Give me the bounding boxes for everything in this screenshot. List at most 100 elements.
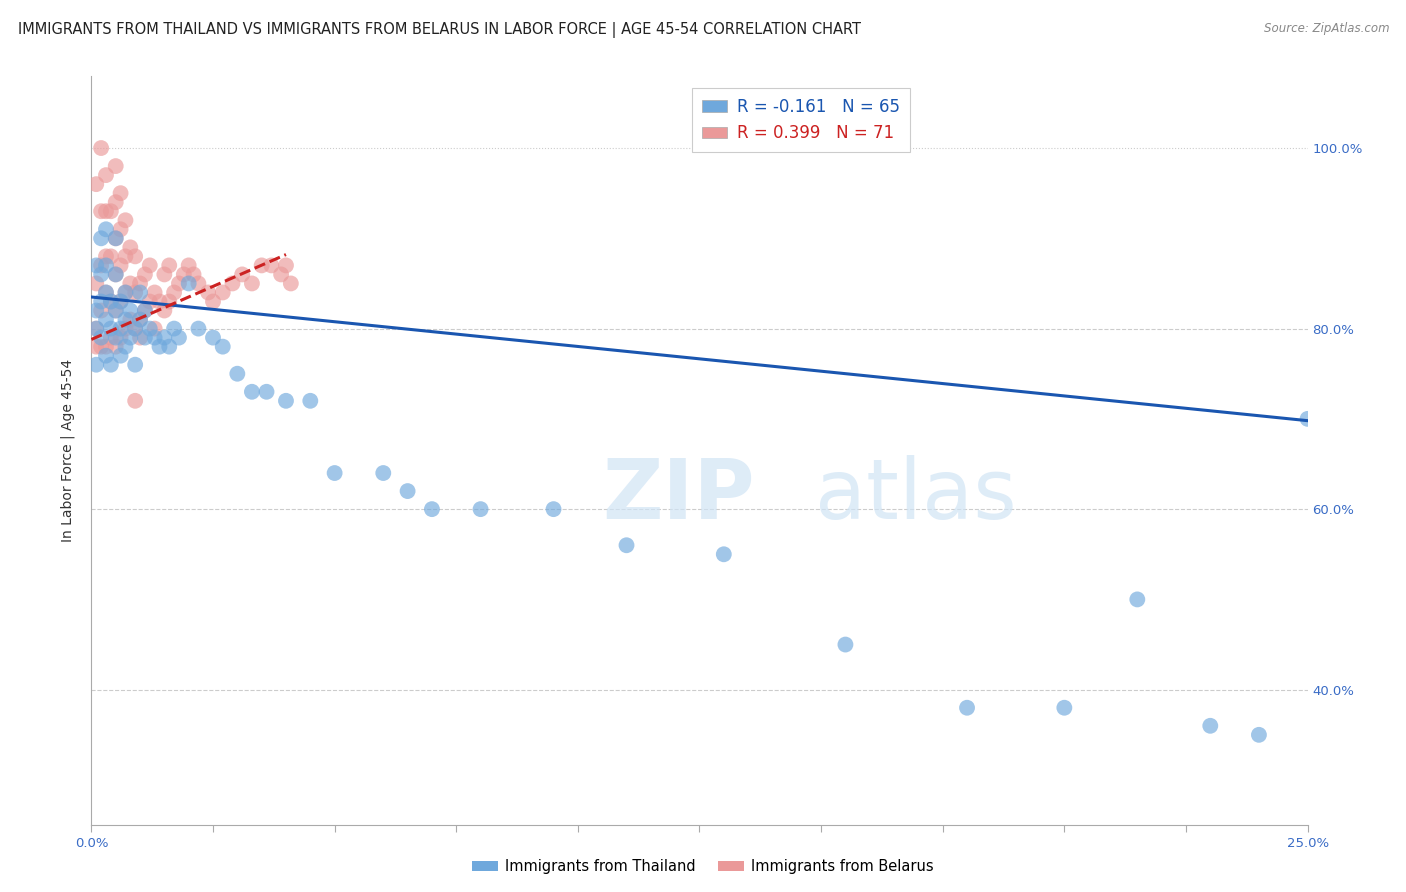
Point bbox=[110, 259, 132, 273]
Point bbox=[834, 638, 856, 652]
Point bbox=[211, 340, 233, 354]
Point bbox=[120, 303, 142, 318]
Point bbox=[129, 312, 152, 326]
Point bbox=[84, 277, 107, 291]
Point bbox=[129, 312, 152, 326]
Point bbox=[143, 285, 166, 300]
Point bbox=[153, 330, 176, 344]
Point bbox=[94, 204, 117, 219]
Point bbox=[231, 268, 253, 282]
Point bbox=[177, 277, 200, 291]
Point bbox=[94, 285, 117, 300]
Point bbox=[84, 177, 107, 191]
Point bbox=[157, 340, 180, 354]
Point bbox=[100, 294, 122, 309]
Point bbox=[90, 294, 112, 309]
Point bbox=[274, 259, 297, 273]
Point bbox=[104, 268, 127, 282]
Point bbox=[139, 259, 162, 273]
Point bbox=[226, 367, 249, 381]
Point bbox=[124, 393, 146, 408]
Point bbox=[120, 277, 142, 291]
Point bbox=[143, 330, 166, 344]
Point bbox=[94, 285, 117, 300]
Point bbox=[177, 259, 200, 273]
Point bbox=[90, 268, 112, 282]
Point bbox=[104, 268, 127, 282]
Point bbox=[94, 222, 117, 236]
Point bbox=[94, 249, 117, 263]
Point bbox=[148, 294, 170, 309]
Legend: Immigrants from Thailand, Immigrants from Belarus: Immigrants from Thailand, Immigrants fro… bbox=[465, 854, 941, 880]
Point bbox=[84, 321, 107, 335]
Point bbox=[139, 321, 162, 335]
Point bbox=[104, 159, 127, 173]
Text: ZIP: ZIP bbox=[602, 455, 755, 536]
Point bbox=[250, 259, 273, 273]
Point bbox=[129, 330, 152, 344]
Point bbox=[124, 285, 146, 300]
Point bbox=[470, 502, 492, 516]
Point bbox=[100, 204, 122, 219]
Point bbox=[84, 321, 107, 335]
Point bbox=[104, 340, 127, 354]
Point bbox=[183, 268, 205, 282]
Point bbox=[134, 303, 156, 318]
Point bbox=[84, 358, 107, 372]
Point bbox=[94, 340, 117, 354]
Point bbox=[114, 321, 136, 335]
Point bbox=[114, 285, 136, 300]
Point bbox=[157, 294, 180, 309]
Text: IMMIGRANTS FROM THAILAND VS IMMIGRANTS FROM BELARUS IN LABOR FORCE | AGE 45-54 C: IMMIGRANTS FROM THAILAND VS IMMIGRANTS F… bbox=[18, 22, 862, 38]
Point bbox=[1199, 719, 1222, 733]
Point bbox=[90, 330, 112, 344]
Point bbox=[197, 285, 219, 300]
Point bbox=[104, 303, 127, 318]
Y-axis label: In Labor Force | Age 45-54: In Labor Force | Age 45-54 bbox=[60, 359, 76, 542]
Point bbox=[134, 303, 156, 318]
Point bbox=[104, 195, 127, 210]
Point bbox=[110, 330, 132, 344]
Point bbox=[134, 268, 156, 282]
Point bbox=[167, 330, 190, 344]
Point bbox=[90, 259, 112, 273]
Point bbox=[110, 321, 132, 335]
Point bbox=[153, 303, 176, 318]
Point bbox=[100, 330, 122, 344]
Point bbox=[420, 502, 443, 516]
Point bbox=[104, 231, 127, 245]
Point bbox=[167, 277, 190, 291]
Point bbox=[100, 294, 122, 309]
Point bbox=[299, 393, 322, 408]
Point bbox=[1247, 728, 1270, 742]
Point bbox=[104, 330, 127, 344]
Point bbox=[114, 312, 136, 326]
Point bbox=[373, 466, 395, 480]
Point bbox=[202, 330, 225, 344]
Point bbox=[956, 700, 979, 714]
Point bbox=[90, 141, 112, 155]
Point bbox=[94, 168, 117, 182]
Point bbox=[270, 268, 292, 282]
Point bbox=[187, 321, 209, 335]
Point bbox=[163, 285, 186, 300]
Point bbox=[90, 204, 112, 219]
Point bbox=[124, 321, 146, 335]
Point bbox=[256, 384, 278, 399]
Point bbox=[84, 259, 107, 273]
Point bbox=[274, 393, 297, 408]
Point bbox=[114, 249, 136, 263]
Point bbox=[100, 249, 122, 263]
Point bbox=[90, 231, 112, 245]
Point bbox=[1053, 700, 1076, 714]
Point bbox=[84, 340, 107, 354]
Point bbox=[129, 277, 152, 291]
Point bbox=[202, 294, 225, 309]
Point bbox=[104, 231, 127, 245]
Point bbox=[104, 303, 127, 318]
Point bbox=[90, 303, 112, 318]
Point bbox=[110, 222, 132, 236]
Point bbox=[94, 259, 117, 273]
Point bbox=[240, 277, 263, 291]
Point bbox=[187, 277, 209, 291]
